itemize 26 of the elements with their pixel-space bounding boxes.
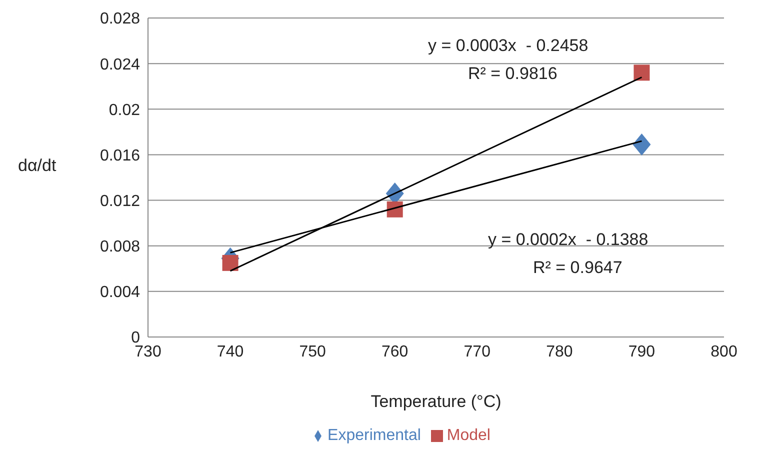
x-tick-label: 760 xyxy=(382,343,408,360)
annotation: y = 0.0002x - 0.1388 xyxy=(488,230,648,250)
x-tick-label: 800 xyxy=(710,343,738,360)
point xyxy=(386,201,403,218)
annotation: R² = 0.9647 xyxy=(533,258,622,278)
x-tick-label: 770 xyxy=(464,343,491,360)
y-tick-label: 0.024 xyxy=(100,56,140,74)
y-tick-label: 0.008 xyxy=(100,238,140,256)
point xyxy=(632,133,651,156)
y-tick-label: 0.004 xyxy=(100,284,140,302)
x-axis-title: Temperature (°C) xyxy=(370,392,502,411)
y-tick-label: 0.016 xyxy=(100,147,140,164)
annotation: R² = 0.9816 xyxy=(468,64,558,84)
y-tick-label: 0.028 xyxy=(100,10,140,28)
annotation: y = 0.0003x - 0.2458 xyxy=(428,36,588,56)
x-tick-label: 750 xyxy=(299,343,326,360)
y-axis-title: dα/dt xyxy=(18,156,56,176)
y-tick-label: 0.012 xyxy=(100,192,140,210)
y-tick-label: 0.02 xyxy=(108,102,140,119)
x-tick-label: 790 xyxy=(628,343,656,360)
point xyxy=(634,64,650,81)
x-tick-label: 780 xyxy=(546,343,573,360)
legend-label: Model xyxy=(446,427,490,444)
legend-label: Experimental xyxy=(328,427,421,444)
point xyxy=(222,254,238,271)
x-tick-label: 740 xyxy=(216,343,244,360)
